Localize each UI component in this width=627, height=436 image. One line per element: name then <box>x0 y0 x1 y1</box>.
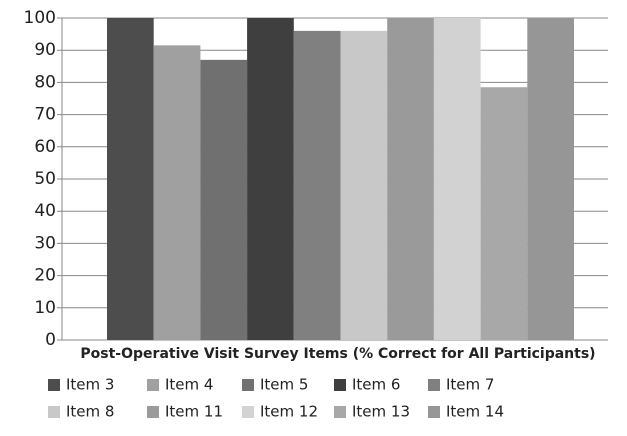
legend-swatch <box>48 406 60 418</box>
legend-swatch <box>147 379 159 391</box>
bar <box>247 18 294 340</box>
y-tick-label: 70 <box>34 105 56 125</box>
y-tick-label: 100 <box>24 8 56 28</box>
legend-swatch <box>147 406 159 418</box>
y-tick-label: 40 <box>34 201 56 221</box>
y-tick-label: 0 <box>45 330 56 350</box>
legend-swatch <box>334 406 346 418</box>
y-tick-label: 10 <box>34 298 56 318</box>
bar <box>340 30 388 340</box>
bar <box>527 18 574 340</box>
y-tick-label: 80 <box>34 72 56 92</box>
legend-label: Item 12 <box>260 403 318 421</box>
legend-swatch <box>242 406 254 418</box>
legend-label: Item 3 <box>66 376 114 394</box>
legend-label: Item 6 <box>352 376 400 394</box>
legend-label: Item 11 <box>165 403 223 421</box>
legend-label: Item 13 <box>352 403 410 421</box>
bar <box>480 87 528 340</box>
y-tick-label: 20 <box>34 266 56 286</box>
bar <box>200 59 248 341</box>
legend-swatch <box>242 379 254 391</box>
y-tick-label: 60 <box>34 137 56 157</box>
legend-label: Item 7 <box>446 376 494 394</box>
y-tick-label: 30 <box>34 233 56 253</box>
y-tick-label: 90 <box>34 40 56 60</box>
x-axis-label: Post-Operative Visit Survey Items (% Cor… <box>80 346 595 362</box>
bar <box>153 45 201 341</box>
bar <box>433 18 481 340</box>
legend-label: Item 14 <box>446 403 504 421</box>
legend-label: Item 4 <box>165 376 213 394</box>
legend-swatch <box>334 379 346 391</box>
legend-swatch <box>48 379 60 391</box>
legend-label: Item 8 <box>66 403 114 421</box>
bar <box>293 30 341 340</box>
bar <box>387 18 434 340</box>
legend-label: Item 5 <box>260 376 308 394</box>
bar <box>107 18 154 340</box>
legend-swatch <box>428 379 440 391</box>
y-tick-label: 50 <box>34 169 56 189</box>
legend-swatch <box>428 406 440 418</box>
